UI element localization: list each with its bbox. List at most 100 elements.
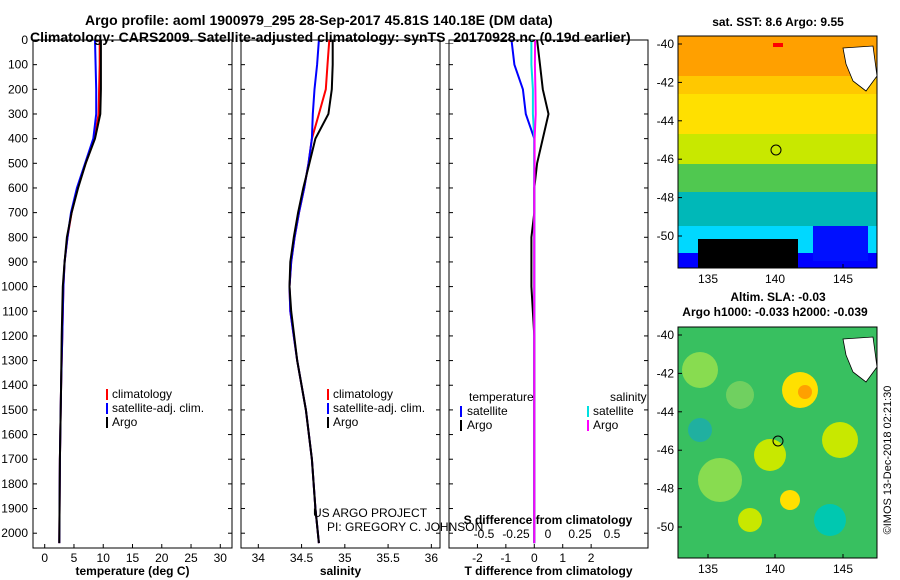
argo-float-marker [772, 435, 784, 447]
pi-credit: PI: GREGORY C. JOHNSON [327, 520, 483, 534]
series-line [288, 40, 334, 544]
legend-label: climatology [333, 387, 393, 401]
lat-tick-label: -42 [657, 366, 675, 380]
sla-map-title: Altim. SLA: -0.03 [730, 290, 826, 304]
x2-tick-label: 0.5 [604, 527, 621, 541]
x-tick-label: 0 [41, 551, 48, 565]
lat-tick-label: -46 [657, 152, 675, 166]
x-tick-label: 30 [214, 551, 228, 565]
y-tick-label: 1600 [1, 428, 28, 442]
lon-tick-label: 135 [698, 272, 718, 286]
sst-map-title: sat. SST: 8.6 Argo: 9.55 [712, 15, 844, 29]
legend-heading: salinity [610, 390, 647, 404]
chart-frame [32, 39, 233, 549]
y-tick-label: 100 [8, 58, 28, 72]
sst-band [678, 76, 877, 94]
y-tick-label: 600 [8, 181, 28, 195]
y-tick-label: 300 [8, 107, 28, 121]
sla-anomaly [780, 490, 800, 510]
y-tick-label: 1400 [1, 378, 28, 392]
lat-tick-label: -44 [657, 405, 675, 419]
sst-nodata-region [698, 239, 798, 268]
series-line [533, 39, 537, 544]
sla-map [677, 326, 878, 559]
sst-band [678, 134, 877, 164]
y-tick-label: 700 [8, 206, 28, 220]
legend-heading: temperature [469, 390, 534, 404]
sla-anomaly [682, 352, 718, 388]
lon-tick-label: 145 [833, 562, 853, 576]
y-tick-label: 400 [8, 132, 28, 146]
x2-axis-label: S difference from climatology [464, 513, 633, 527]
series-line [58, 40, 102, 544]
legend-label: Argo [112, 415, 138, 429]
legend-label: Argo [467, 418, 493, 432]
sst-map-frame [677, 35, 878, 269]
y-tick-label: 2000 [1, 526, 28, 540]
x-tick-label: 25 [184, 551, 198, 565]
x-tick-label: 2 [588, 551, 595, 565]
x2-tick-label: 0 [545, 527, 552, 541]
y-tick-label: 1200 [1, 329, 28, 343]
sla-map-frame [677, 326, 878, 559]
legend-label: satellite-adj. clim. [333, 401, 425, 415]
sst-band [678, 192, 877, 226]
legend-label: Argo [593, 418, 619, 432]
y-tick-label: 1500 [1, 403, 28, 417]
lon-tick-label: 140 [765, 562, 785, 576]
sla-map-subtitle: Argo h1000: -0.033 h2000: -0.039 [682, 305, 868, 319]
y-tick-label: 0 [21, 33, 28, 47]
x-tick-label: 15 [126, 551, 140, 565]
y-tick-label: 1700 [1, 452, 28, 466]
lat-tick-label: -42 [657, 75, 675, 89]
sst-cold-region [813, 226, 868, 261]
y-tick-label: 900 [8, 255, 28, 269]
sst-warm-spot [773, 43, 783, 47]
sst-map [677, 35, 878, 269]
lat-tick-label: -40 [657, 328, 675, 342]
x-axis-label: salinity [320, 564, 362, 578]
sla-anomaly [738, 508, 762, 532]
lat-tick-label: -40 [657, 37, 675, 51]
lat-tick-label: -48 [657, 191, 675, 205]
x-tick-label: 34 [252, 551, 266, 565]
y-tick-label: 200 [8, 82, 28, 96]
x-tick-label: -1 [501, 551, 512, 565]
x-axis-label: temperature (deg C) [75, 564, 189, 578]
legend-label: satellite-adj. clim. [112, 401, 204, 415]
x-tick-label: 35.5 [376, 551, 400, 565]
sla-anomaly [698, 458, 742, 502]
lat-tick-label: -44 [657, 114, 675, 128]
imos-credit: ©IMOS 13-Dec-2018 02:21:30 [882, 386, 894, 535]
x-tick-label: 0 [531, 551, 538, 565]
legend-label: climatology [112, 387, 172, 401]
sst-band [678, 164, 877, 192]
argo-float-marker [770, 144, 782, 156]
title-line-2: Climatology: CARS2009. Satellite-adjuste… [30, 29, 631, 45]
y-tick-label: 800 [8, 230, 28, 244]
legend-label: satellite [467, 404, 508, 418]
lat-tick-label: -50 [657, 229, 675, 243]
tasmania-landmass [842, 45, 878, 92]
lon-tick-label: 145 [833, 272, 853, 286]
sla-anomaly [726, 381, 754, 409]
sla-anomaly [814, 504, 846, 536]
legend-label: Argo [333, 415, 359, 429]
sla-anomaly [754, 439, 786, 471]
y-tick-label: 1800 [1, 477, 28, 491]
x-tick-label: 1 [559, 551, 566, 565]
project-credit: US ARGO PROJECT [313, 506, 428, 520]
lat-tick-label: -50 [657, 520, 675, 534]
chart-frame [448, 39, 649, 549]
sla-anomaly [798, 385, 812, 399]
legend-label: satellite [593, 404, 634, 418]
y-tick-label: 1300 [1, 354, 28, 368]
y-tick-label: 500 [8, 156, 28, 170]
x2-tick-label: -0.25 [502, 527, 530, 541]
x2-tick-label: 0.25 [568, 527, 592, 541]
sla-anomaly [688, 418, 712, 442]
title-line-1: Argo profile: aoml 1900979_295 28-Sep-20… [85, 12, 553, 28]
x-tick-label: 34.5 [290, 551, 314, 565]
lon-tick-label: 140 [765, 272, 785, 286]
lat-tick-label: -46 [657, 443, 675, 457]
